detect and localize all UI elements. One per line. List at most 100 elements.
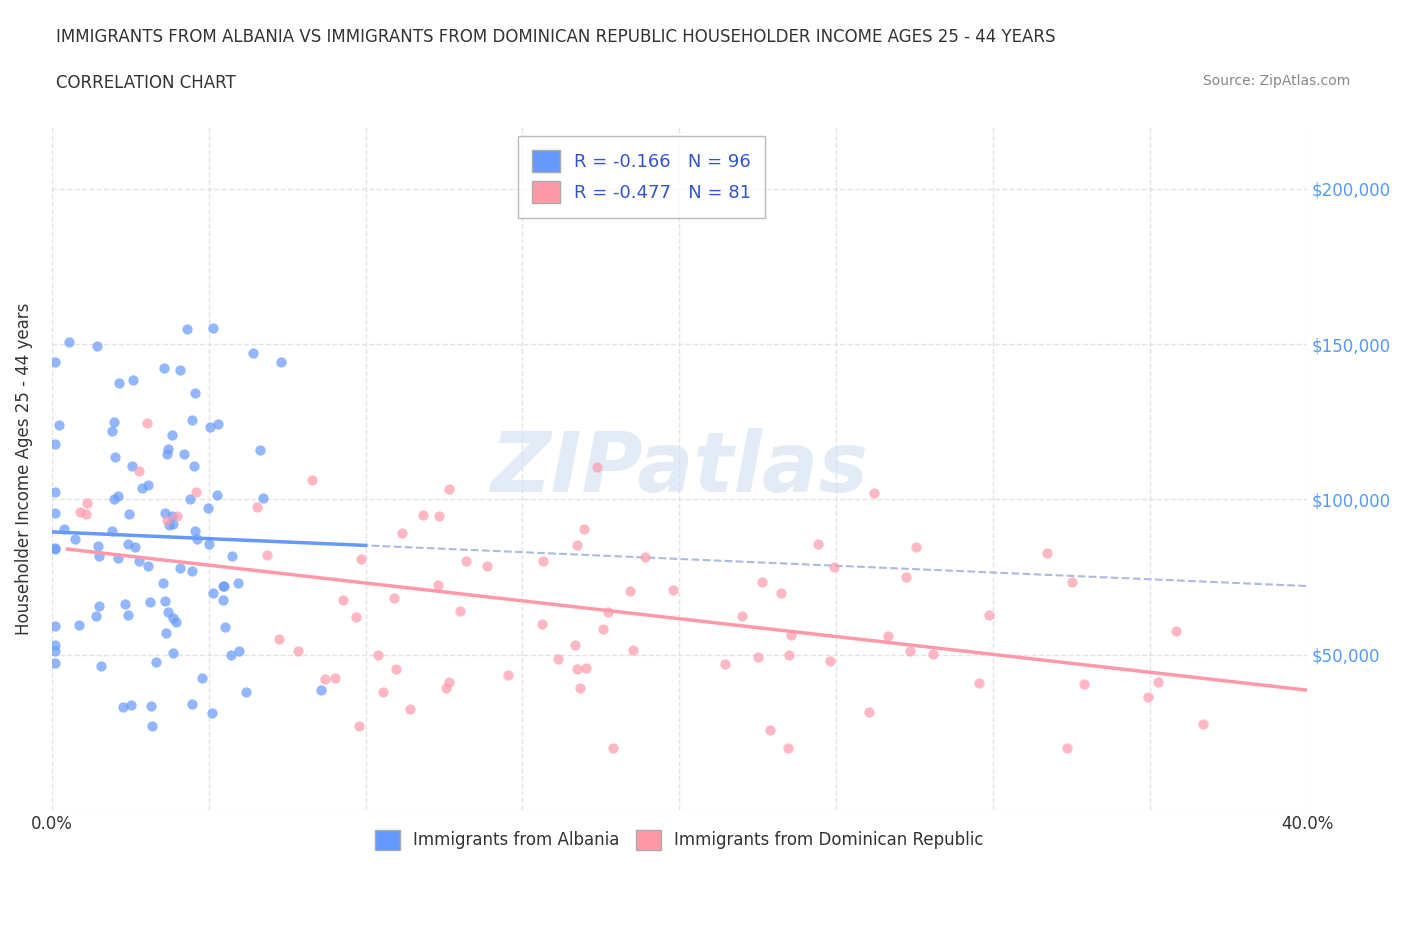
Point (807, 537, 830, 551)
Y-axis label: Householder Income Ages 25 - 44 years: Householder Income Ages 25 - 44 years (15, 302, 32, 634)
Point (437, 675, 460, 690)
Point (531, 553, 554, 568)
Point (314, 671, 336, 686)
Point (117, 608, 139, 623)
Point (44, 354, 66, 369)
Point (169, 363, 191, 378)
Point (567, 662, 589, 677)
Point (100, 524, 122, 538)
Point (1164, 623, 1187, 638)
Point (399, 701, 422, 716)
Point (162, 645, 184, 660)
Point (104, 450, 127, 465)
Point (747, 649, 769, 664)
Point (155, 626, 177, 641)
Point (159, 518, 181, 533)
Point (572, 522, 595, 537)
Point (181, 412, 204, 427)
Point (344, 610, 367, 625)
Point (269, 632, 291, 647)
Point (145, 655, 167, 670)
Point (153, 593, 176, 608)
Point (157, 442, 180, 457)
Point (169, 561, 191, 576)
Point (157, 604, 180, 619)
Point (44, 655, 66, 670)
Text: CORRELATION CHART: CORRELATION CHART (56, 74, 236, 92)
Point (44, 644, 66, 658)
Point (602, 740, 624, 755)
Point (52, 522, 75, 537)
Point (138, 594, 160, 609)
Point (977, 608, 1000, 623)
Point (118, 507, 141, 522)
Point (877, 629, 900, 644)
Point (89, 599, 111, 614)
Point (107, 551, 129, 565)
Point (1073, 677, 1095, 692)
Point (350, 551, 373, 566)
Point (1192, 716, 1215, 731)
Point (564, 637, 586, 652)
Point (136, 478, 159, 493)
Point (58, 335, 80, 350)
Point (434, 681, 457, 696)
Point (221, 549, 243, 564)
Point (427, 509, 450, 524)
Point (156, 446, 179, 461)
Point (779, 627, 801, 642)
Point (190, 671, 212, 685)
Point (166, 509, 188, 524)
Point (759, 723, 782, 737)
Point (63, 531, 86, 546)
Point (567, 538, 589, 552)
Point (586, 459, 609, 474)
Point (818, 654, 841, 669)
Point (662, 582, 685, 597)
Point (1136, 690, 1159, 705)
Point (596, 604, 619, 619)
Point (242, 345, 264, 360)
Point (256, 548, 278, 563)
Point (176, 322, 198, 337)
Point (44, 540, 66, 555)
Text: ZIPatlas: ZIPatlas (491, 428, 869, 509)
Point (186, 485, 208, 499)
Point (156, 512, 179, 527)
Point (592, 622, 614, 637)
Point (180, 697, 202, 711)
Point (894, 569, 917, 584)
Point (48, 418, 70, 432)
Point (153, 506, 176, 521)
Point (437, 482, 460, 497)
Point (184, 524, 207, 538)
Point (568, 681, 591, 696)
Point (122, 372, 145, 387)
Point (44, 637, 66, 652)
Point (714, 657, 737, 671)
Point (373, 684, 395, 699)
Point (301, 472, 323, 487)
Point (75, 507, 97, 522)
Point (252, 491, 274, 506)
Point (101, 424, 124, 439)
Point (391, 525, 413, 540)
Point (87, 538, 110, 553)
Point (214, 619, 236, 634)
Point (769, 586, 792, 601)
Point (201, 321, 224, 336)
Point (128, 464, 150, 479)
Point (270, 354, 292, 369)
Point (207, 417, 229, 432)
Point (323, 671, 346, 685)
Point (103, 414, 125, 429)
Point (823, 560, 845, 575)
Point (731, 608, 754, 623)
Point (111, 700, 134, 715)
Point (575, 660, 598, 675)
Point (165, 615, 187, 630)
Point (1147, 674, 1170, 689)
Point (108, 376, 131, 391)
Point (87, 549, 110, 564)
Point (212, 578, 235, 593)
